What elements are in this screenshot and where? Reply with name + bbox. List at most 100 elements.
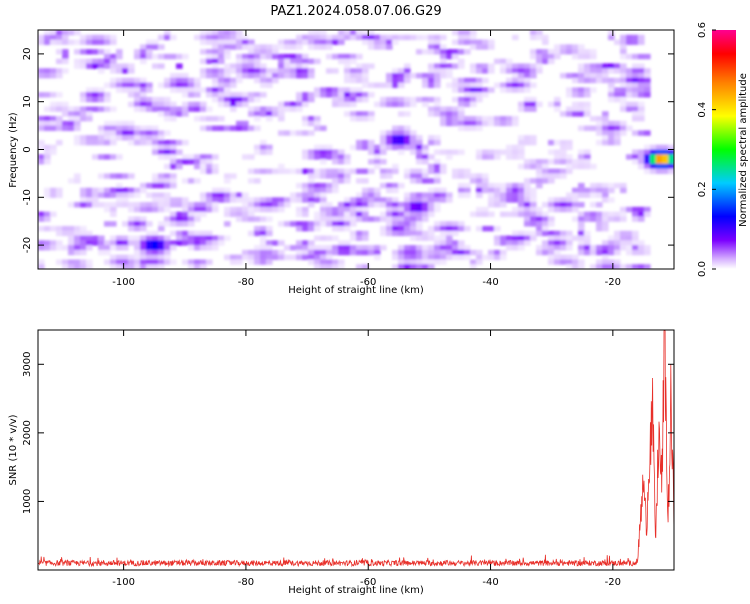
heatmap-cell [182,235,189,241]
heatmap-cell [578,202,585,208]
heatmap-cell [422,34,429,41]
heatmap-cell [560,235,567,241]
heatmap-cell [482,211,489,218]
heatmap-cell [164,163,171,170]
heatmap-cell [344,168,351,174]
heatmap-cell [458,182,465,189]
heatmap-cell [152,254,159,261]
heatmap-cell [482,225,489,232]
heatmap-cell [560,49,567,55]
heatmap-cell [122,240,129,246]
heatmap-cell [296,96,303,103]
heatmap-cell [482,63,489,69]
heatmap-cell [554,197,561,203]
heatmap-cell [104,206,111,213]
heatmap-cell [626,245,633,251]
heatmap-cell [392,182,399,189]
heatmap-cell [188,202,195,208]
heatmap-cell [296,221,303,227]
heatmap-cell [206,245,213,251]
heatmap-cell [638,63,645,69]
heatmap-cell [230,101,237,108]
heatmap-cell [398,77,405,84]
heatmap-cell [524,235,531,241]
heatmap-cell [386,39,393,45]
heatmap-cell [278,58,285,65]
heatmap-cell [314,245,321,251]
heatmap-cell [122,120,129,127]
heatmap-cell [476,120,483,127]
heatmap-cell [524,159,531,165]
heatmap-cell [428,135,435,141]
heatmap-cell [50,125,57,131]
heatmap-cell [434,135,441,141]
heatmap-cell [638,206,645,213]
heatmap-cell [68,30,75,36]
heatmap-cell [92,106,99,112]
heatmap-cell [662,154,669,160]
heatmap-cell [284,44,291,50]
heatmap-cell [68,259,75,265]
heatmap-cell [302,197,309,203]
heatmap-cell [602,225,609,232]
heatmap-cell [662,159,669,165]
heatmap-cell [470,259,477,265]
heatmap-cell [146,125,153,131]
heatmap-cell [368,44,375,50]
heatmap-cell [74,106,81,112]
heatmap-cell [236,120,243,127]
heatmap-cell [128,221,135,227]
heatmap-cell [206,192,213,198]
heatmap-cell [638,240,645,246]
heatmap-cell [128,240,135,246]
heatmap-cell [182,240,189,246]
heatmap-cell [218,235,225,241]
heatmap-cell [428,44,435,50]
heatmap-cell [470,101,477,108]
x-tick-label: -100 [112,577,135,588]
heatmap-cell [182,211,189,218]
heatmap-cell [104,125,111,131]
heatmap-cell [644,87,651,93]
heatmap-cell [452,221,459,227]
heatmap-cell [278,240,285,246]
heatmap-cell [86,187,93,194]
heatmap-cell [326,168,333,174]
heatmap-cell [308,73,315,79]
heatmap-cell [482,187,489,194]
heatmap-cell [536,30,543,36]
heatmap-cell [446,149,453,155]
heatmap-cell [464,101,471,108]
heatmap-cell [236,73,243,79]
heatmap-cell [386,230,393,237]
heatmap-cell [482,92,489,98]
heatmap-cell [194,245,201,251]
heatmap-cell [56,73,63,79]
heatmap-cell [200,101,207,108]
heatmap-cell [158,178,165,184]
heatmap-cell [164,197,171,203]
heatmap-cell [572,216,579,222]
heatmap-cell [92,96,99,103]
heatmap-cell [110,130,117,136]
heatmap-cell [302,225,309,232]
heatmap-cell [302,149,309,155]
heatmap-cell [128,92,135,98]
heatmap-cell [50,120,57,127]
heatmap-cell [266,82,273,88]
heatmap-cell [98,154,105,160]
heatmap-cell [536,249,543,256]
heatmap-cell [422,197,429,203]
heatmap-cell [464,182,471,189]
heatmap-cell [188,106,195,112]
heatmap-cell [584,125,591,131]
heatmap-cell [176,53,183,60]
heatmap-cell [518,68,525,74]
heatmap-cell [200,168,207,174]
heatmap-cell [458,111,465,117]
heatmap-cell [608,139,615,146]
heatmap-cell [560,173,567,179]
heatmap-cell [440,259,447,265]
heatmap-cell [128,192,135,198]
heatmap-cell [614,259,621,265]
